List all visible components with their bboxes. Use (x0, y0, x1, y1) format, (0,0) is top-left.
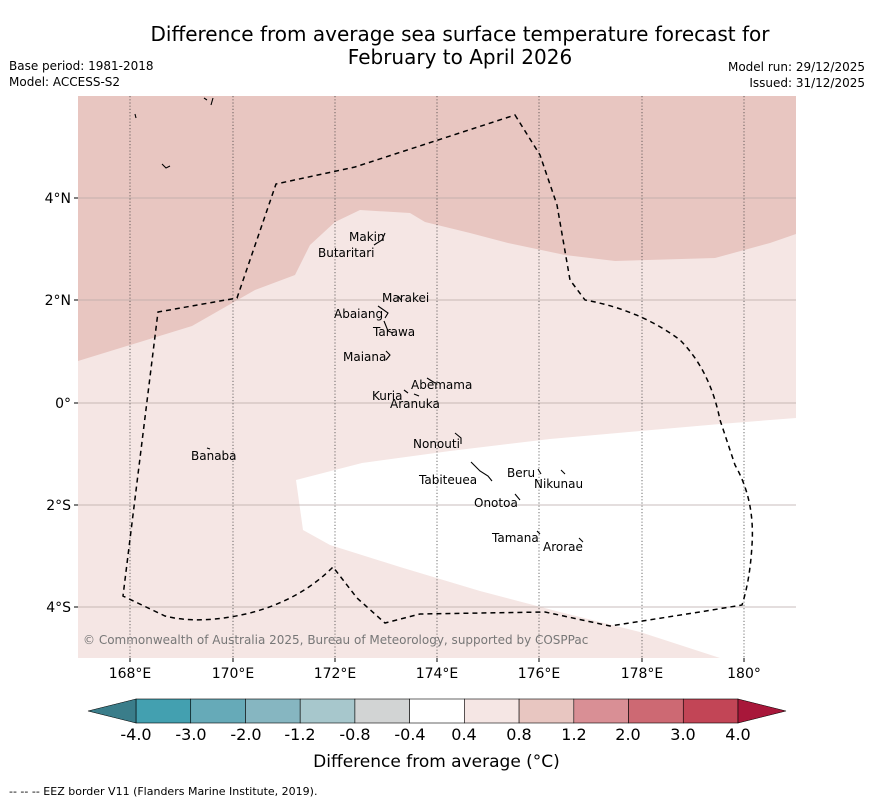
colorbar-tick: -3.0 (175, 725, 206, 744)
warm-anomaly-region (78, 96, 796, 361)
island-makin (373, 232, 386, 246)
island-north-a (203, 97, 214, 106)
place-label: Onotoa (474, 496, 518, 510)
colorbar-label: Difference from average (°C) (313, 752, 560, 772)
island-nonouti (454, 432, 462, 444)
colorbar-tick: 2.0 (615, 725, 640, 744)
y-tick-label: 2°N (45, 293, 71, 309)
place-label: Kuria (372, 389, 403, 403)
colorbar (87, 698, 787, 724)
y-tick-label: 0° (55, 396, 71, 412)
island-tarawa (383, 320, 394, 334)
colorbar-tick: -0.8 (339, 725, 370, 744)
place-label: Maiana (343, 350, 386, 364)
colorbar-segment (518, 698, 575, 724)
map-title-line2: February to April 2026 (347, 45, 573, 69)
colorbar-tick: 4.0 (725, 725, 750, 744)
longitude-gridlines (129, 96, 745, 658)
place-label: Nonouti (413, 437, 460, 451)
colorbar-segment (573, 698, 629, 724)
island-north-b (134, 113, 137, 119)
place-label: Banaba (191, 449, 237, 463)
island-kuria (403, 389, 409, 394)
model-name: Model: ACCESS-S2 (9, 75, 121, 89)
x-tick-label: 170°E (212, 666, 255, 682)
colorbar-under-arrow (87, 698, 137, 724)
colorbar-over-arrow (737, 698, 787, 724)
island-beru (537, 468, 542, 475)
x-tick-label: 176°E (518, 666, 561, 682)
colorbar-segment (245, 698, 301, 724)
colorbar-segment (299, 698, 356, 724)
island-aranuka (413, 393, 420, 397)
axis-tick-marks (74, 197, 745, 662)
issued-date: Issued: 31/12/2025 (749, 76, 865, 90)
place-label: Makin (349, 230, 385, 244)
place-label: Abaiang (334, 307, 383, 321)
place-label: Beru (507, 466, 535, 480)
island-maiana (385, 350, 391, 361)
island-abaiang (377, 305, 389, 319)
y-tick-label: 4°S (46, 600, 71, 616)
island-arorae (578, 537, 584, 543)
island-tamana (536, 530, 541, 535)
place-label: Aranuka (390, 397, 440, 411)
colorbar-segment (628, 698, 684, 724)
neutral-anomaly-region (296, 418, 796, 658)
x-tick-label: 180° (727, 666, 761, 682)
x-tick-label: 174°E (416, 666, 459, 682)
x-axis-labels: 168°E 170°E 172°E 174°E 176°E 178°E 180° (109, 666, 761, 682)
place-label: Marakei (382, 291, 429, 305)
colorbar-tick-labels: -4.0 -3.0 -2.0 -1.2 -0.8 -0.4 0.4 0.8 1.… (120, 725, 750, 744)
meta-left: Base period: 1981-2018 Model: ACCESS-S2 (9, 58, 154, 90)
x-tick-label: 178°E (621, 666, 664, 682)
colorbar-segment (190, 698, 246, 724)
place-label: Tabiteuea (418, 473, 477, 487)
colorbar-segment (354, 698, 410, 724)
colorbar-tick: -4.0 (120, 725, 151, 744)
model-run: Model run: 29/12/2025 (727, 60, 865, 74)
colorbar-tick: -1.2 (284, 725, 315, 744)
colorbar-tick: 3.0 (670, 725, 695, 744)
map-title-line1: Difference from average sea surface temp… (150, 22, 770, 46)
island-abemama (426, 377, 436, 384)
colorbar-segment (135, 698, 192, 724)
latitude-gridlines (78, 197, 796, 608)
copyright-notice: © Commonwealth of Australia 2025, Bureau… (83, 633, 588, 647)
island-marakei (397, 295, 402, 301)
place-label: Arorae (543, 540, 583, 554)
colorbar-tick: 1.2 (561, 725, 586, 744)
y-tick-label: 2°S (46, 498, 71, 514)
island-north-c (161, 163, 171, 169)
island-nikunau (560, 469, 566, 475)
colorbar-segment (409, 698, 465, 724)
place-label: Nikunau (534, 477, 583, 491)
colorbar-tick: -0.4 (394, 725, 425, 744)
colorbar-segment (682, 698, 739, 724)
place-label: Tarawa (372, 325, 415, 339)
island-outlines (134, 97, 584, 543)
eez-footnote: -- -- -- EEZ border V11 (Flanders Marine… (9, 785, 318, 798)
colorbar-tick: -2.0 (230, 725, 261, 744)
place-label: Butaritari (318, 246, 375, 260)
meta-right: Model run: 29/12/2025 Issued: 31/12/2025 (728, 59, 865, 91)
colorbar-tick: 0.4 (451, 725, 476, 744)
colorbar-tick: 0.8 (506, 725, 531, 744)
x-tick-label: 172°E (314, 666, 357, 682)
island-tabiteuea (470, 461, 493, 482)
place-label: Abemama (411, 378, 472, 392)
base-period: Base period: 1981-2018 (9, 59, 154, 73)
y-axis-labels: 4°N 2°N 0° 2°S 4°S (45, 191, 72, 616)
y-tick-label: 4°N (45, 191, 71, 207)
place-label: Tamana (491, 531, 539, 545)
x-tick-label: 168°E (109, 666, 152, 682)
island-banaba (206, 447, 211, 450)
island-onotoa (514, 493, 521, 501)
colorbar-segment (464, 698, 520, 724)
